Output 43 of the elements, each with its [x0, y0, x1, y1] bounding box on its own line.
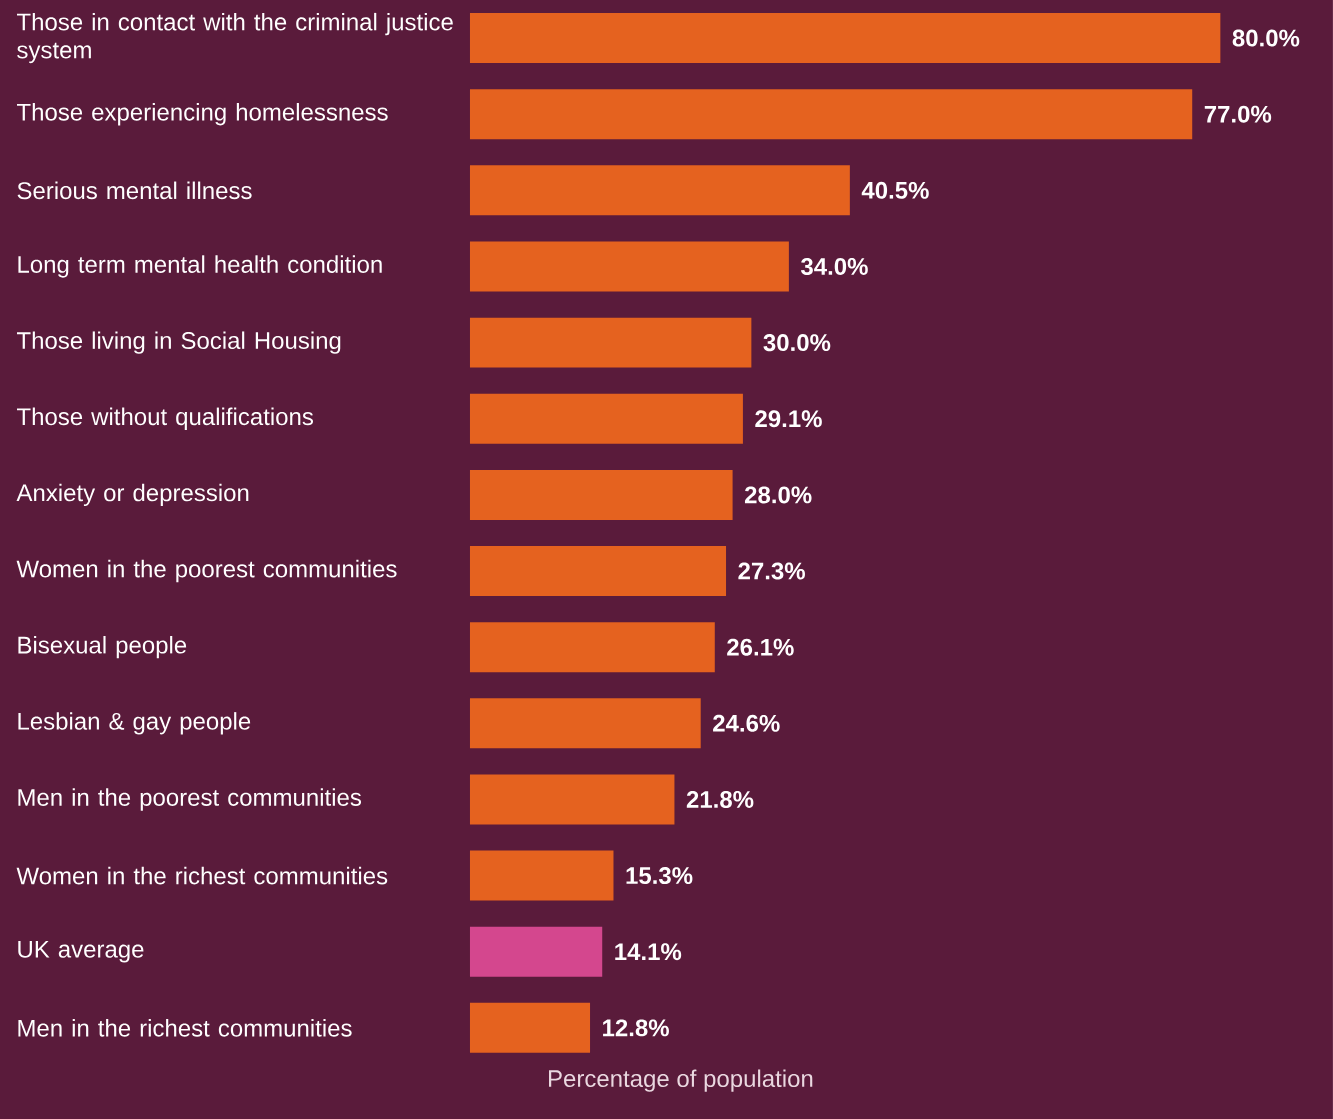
- data-label: 15.3%: [626, 867, 693, 885]
- bar: [469, 698, 701, 749]
- data-label: 21.8%: [686, 791, 754, 808]
- x-axis-title: Percentage of population: [549, 1069, 813, 1092]
- bar: [469, 926, 603, 977]
- data-label: 27.3%: [738, 562, 805, 580]
- bar: [469, 393, 743, 444]
- y-tick-label: Those without qualifications: [17, 407, 314, 430]
- y-tick-label: Serious mental illness: [17, 181, 252, 200]
- data-label: 26.1%: [727, 638, 794, 656]
- y-tick-label: Lesbian & gay people: [18, 712, 251, 735]
- bar: [469, 774, 675, 825]
- data-label: 12.8%: [603, 1019, 669, 1037]
- data-label: 40.5%: [861, 181, 929, 199]
- y-tick-label: Women in the poorest communities: [16, 559, 397, 583]
- bar: [469, 13, 1221, 64]
- bar: [469, 89, 1193, 140]
- data-label: 28.0%: [744, 486, 812, 504]
- data-label: 80.0%: [1232, 29, 1300, 47]
- y-tick-label: Those in contact with the criminal justice system: [17, 12, 453, 64]
- bar: [469, 165, 850, 216]
- data-label: 29.1%: [755, 410, 822, 428]
- y-tick-label: Men in the richest communities: [18, 1019, 352, 1037]
- bar: [469, 469, 733, 520]
- data-label: 30.0%: [763, 334, 831, 352]
- y-tick-label: Those experiencing homelessness: [17, 103, 388, 126]
- data-label: 24.6%: [713, 714, 780, 732]
- y-tick-label: UK average: [18, 941, 144, 963]
- bar: [469, 241, 789, 292]
- data-label: 77.0%: [1204, 105, 1272, 123]
- y-tick-label: Men in the poorest communities: [18, 788, 361, 811]
- data-label: 14.1%: [615, 943, 682, 961]
- y-tick-label: Long term mental health condition: [18, 255, 382, 278]
- bar: [469, 317, 752, 368]
- y-tick-label: Women in the richest communities: [16, 866, 388, 885]
- y-tick-label: Those living in Social Housing: [17, 331, 341, 354]
- bar: [469, 1002, 591, 1053]
- bar: [469, 622, 715, 673]
- y-tick-label: Anxiety or depression: [16, 483, 249, 507]
- data-label: 34.0%: [800, 258, 868, 276]
- y-tick-label: Bisexual people: [18, 636, 187, 659]
- bar: [469, 546, 727, 597]
- bar: [469, 850, 614, 901]
